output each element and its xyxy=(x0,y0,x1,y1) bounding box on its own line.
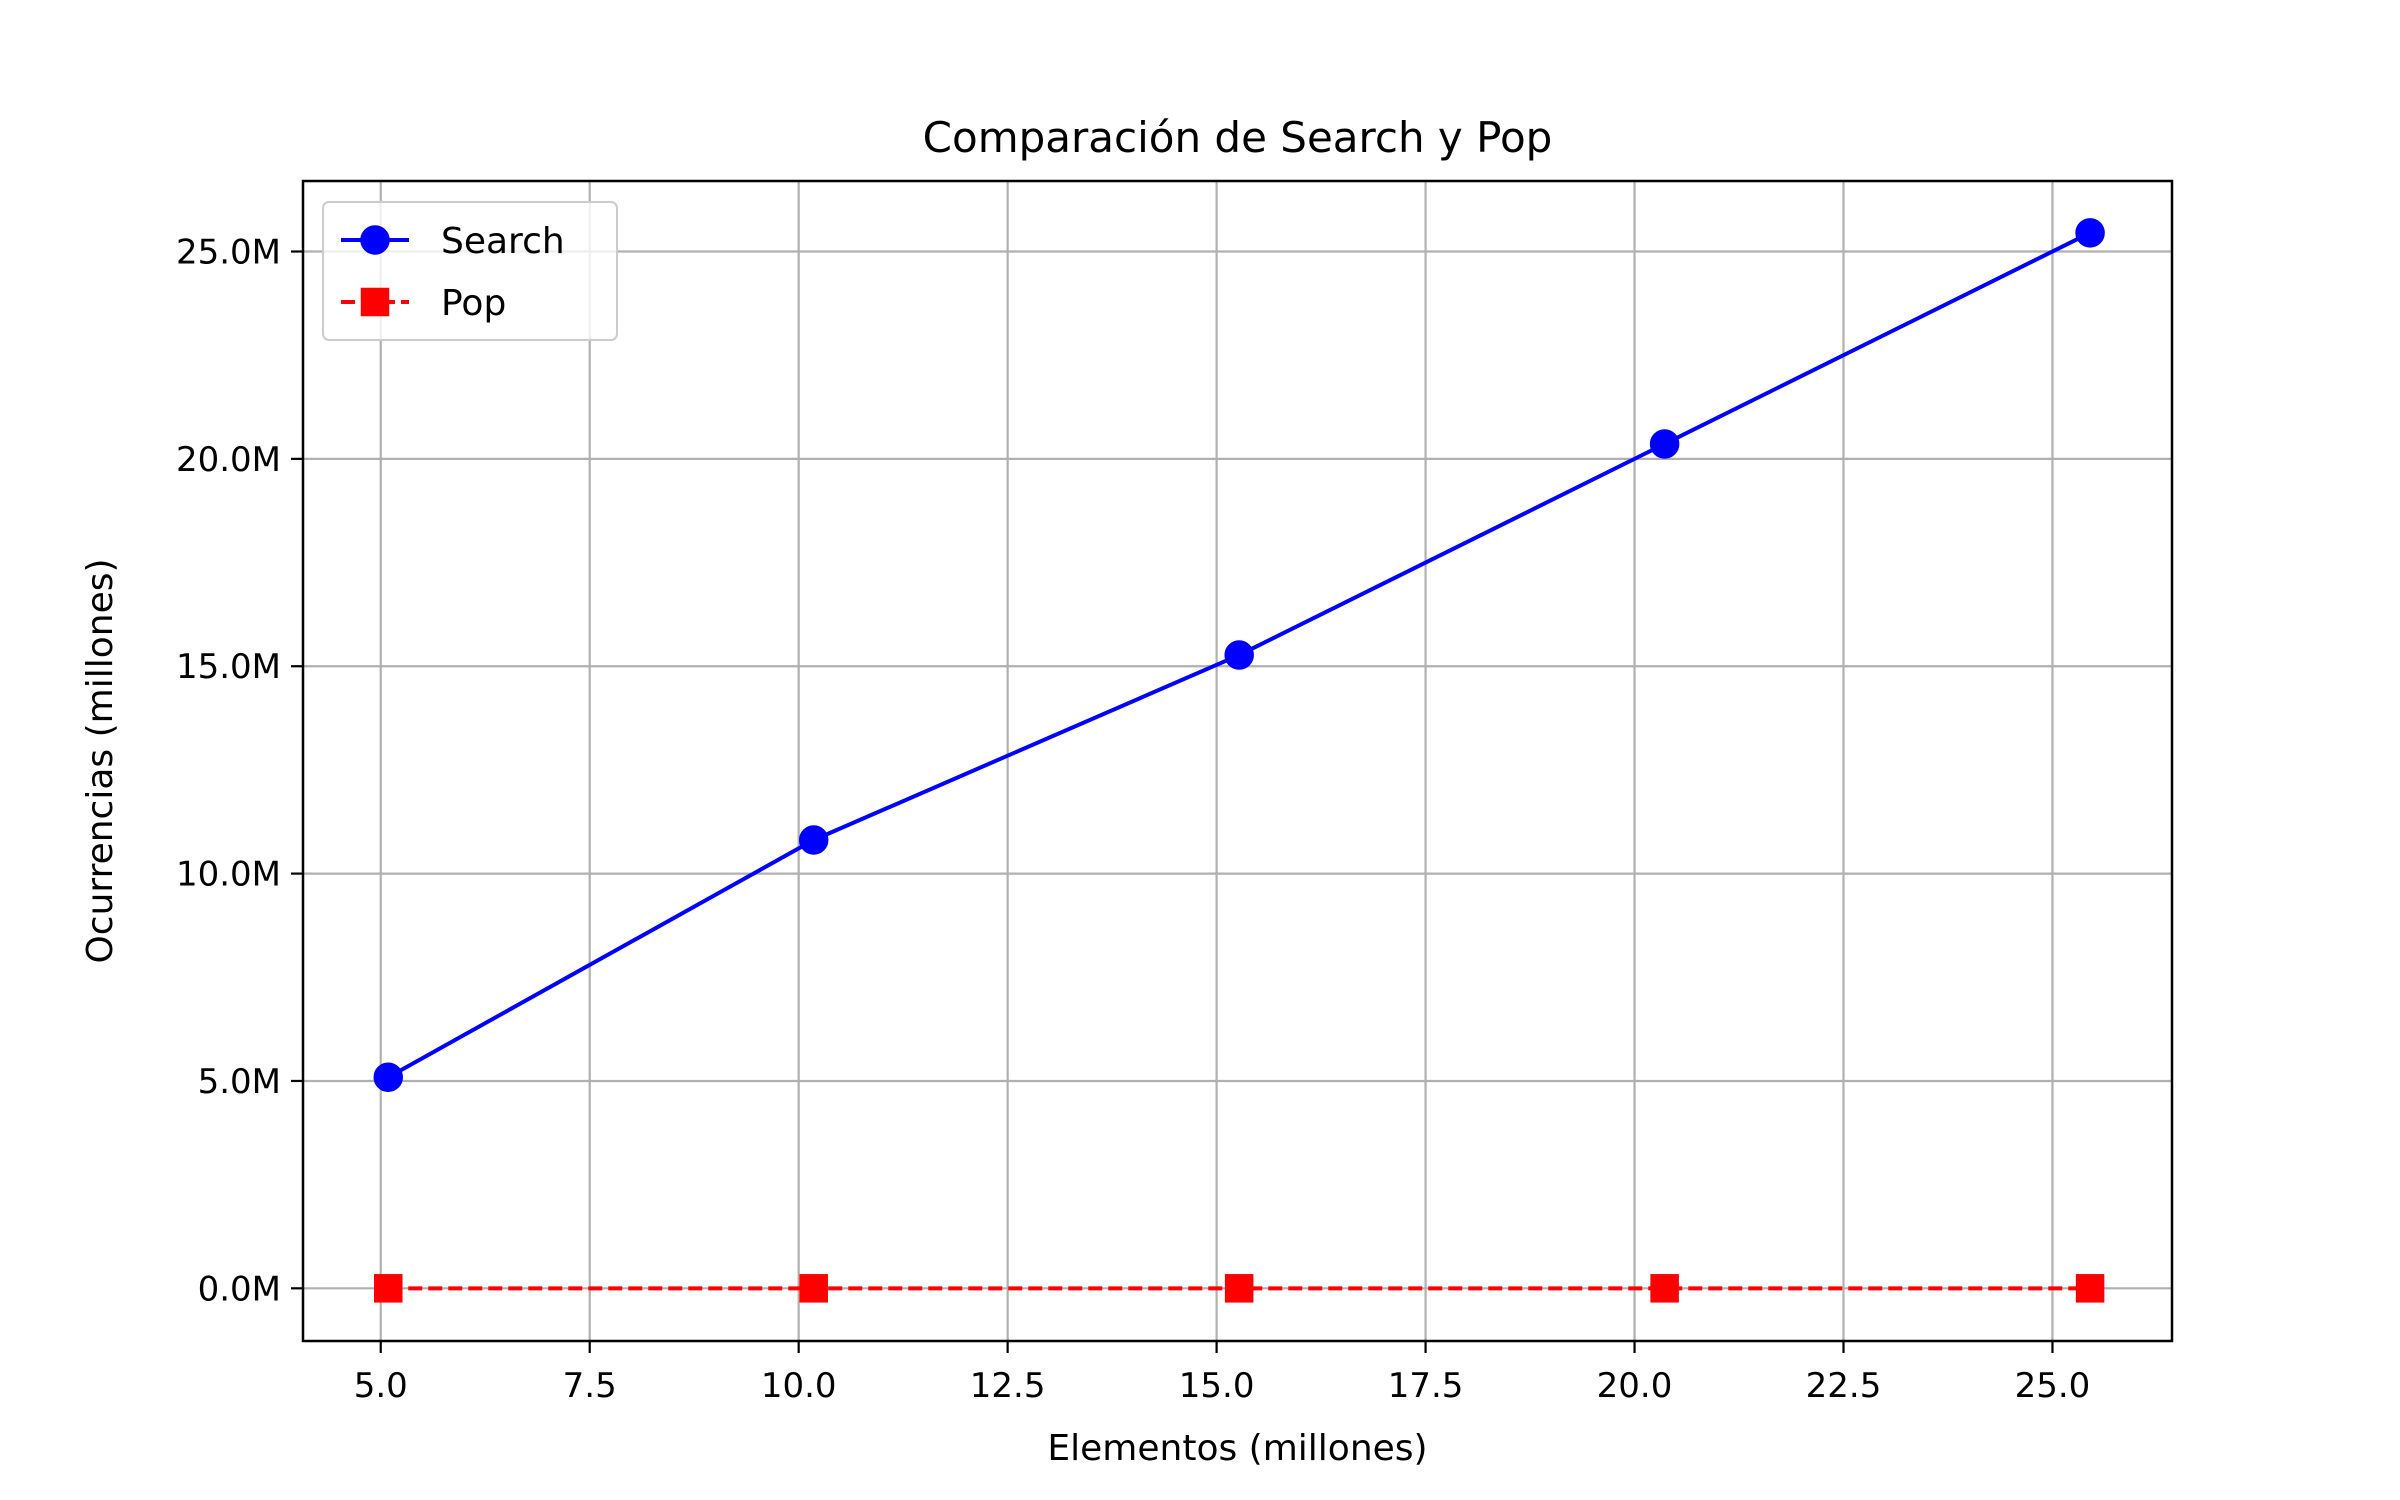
x-tick-label: 17.5 xyxy=(1388,1366,1464,1406)
y-tick-label: 25.0M xyxy=(176,233,281,273)
x-tick-label: 15.0 xyxy=(1179,1366,1255,1406)
data-point-pop xyxy=(374,1274,403,1303)
data-point-search xyxy=(798,825,829,855)
data-point-pop xyxy=(799,1274,828,1303)
x-tick-label: 25.0 xyxy=(2015,1366,2091,1406)
axes-frame xyxy=(301,179,2174,1343)
data-point-search xyxy=(373,1062,404,1092)
series-pop xyxy=(374,1274,2105,1303)
x-tick-label: 12.5 xyxy=(970,1366,1046,1406)
legend-marker-swatch xyxy=(360,287,390,317)
y-tick-label: 5.0M xyxy=(198,1062,281,1102)
legend-box xyxy=(322,201,618,341)
y-tick-label: 10.0M xyxy=(176,855,281,895)
legend-label: Pop xyxy=(441,283,506,324)
data-point-search xyxy=(1649,429,1680,459)
y-tick-label: 20.0M xyxy=(176,440,281,480)
legend-entry-search: Search xyxy=(341,221,565,262)
y-tick-label: 0.0M xyxy=(198,1269,281,1309)
y-tick-label: 15.0M xyxy=(176,647,281,687)
x-tick-label: 22.5 xyxy=(1806,1366,1882,1406)
x-tick-label: 5.0 xyxy=(354,1366,408,1406)
data-point-pop xyxy=(2075,1274,2105,1303)
x-tick-label: 10.0 xyxy=(761,1366,837,1406)
data-point-search xyxy=(2075,218,2105,248)
legend-entry-pop: Pop xyxy=(341,283,506,324)
data-point-search xyxy=(1224,640,1254,670)
data-point-pop xyxy=(1650,1274,1679,1303)
ticks: 5.0 7.5 10.0 12.5 15.0 17.5 20.0 22.5 25.0 0.0M 5.… xyxy=(176,233,2090,1406)
series-layer xyxy=(373,218,2105,1303)
x-tick-label: 20.0 xyxy=(1597,1366,1673,1406)
legend: Search Pop xyxy=(322,201,618,341)
chart-title: Comparación de Search y Pop xyxy=(923,113,1553,162)
legend-marker-swatch xyxy=(360,225,390,255)
x-tick-label: 7.5 xyxy=(563,1366,617,1406)
data-point-pop xyxy=(1224,1274,1254,1303)
series-search xyxy=(373,218,2105,1092)
x-axis-label: Elementos (millones) xyxy=(1047,1428,1427,1469)
y-axis-label: Ocurrencias (millones) xyxy=(80,558,121,963)
legend-label: Search xyxy=(441,221,565,262)
